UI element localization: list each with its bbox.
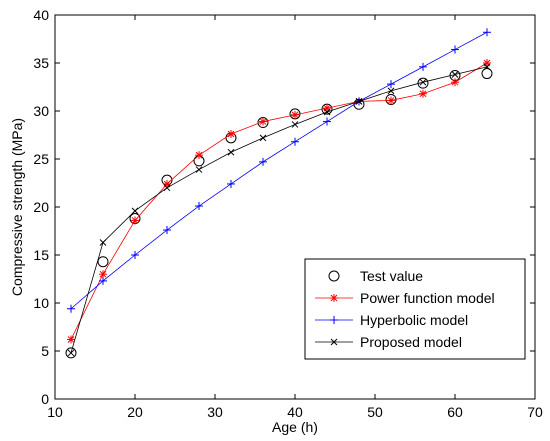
x-axis: 10 20 30 40 50 60 70 bbox=[47, 15, 543, 420]
legend-label: Proposed model bbox=[360, 334, 462, 350]
data-point bbox=[387, 96, 395, 105]
series-line bbox=[70, 66, 488, 354]
y-tick-label: 30 bbox=[33, 103, 49, 119]
data-point bbox=[65, 347, 77, 359]
series-hyperbolic-model bbox=[67, 28, 491, 313]
legend-item: Hyperbolic model bbox=[315, 312, 468, 328]
data-point bbox=[259, 117, 267, 126]
data-point bbox=[387, 80, 395, 89]
legend-item: Power function model bbox=[315, 290, 495, 306]
data-point bbox=[419, 78, 427, 86]
y-tick-label: 15 bbox=[33, 247, 49, 263]
legend-label: Hyperbolic model bbox=[360, 312, 468, 328]
data-point bbox=[67, 335, 75, 344]
data-point bbox=[323, 108, 331, 116]
data-point bbox=[419, 62, 427, 71]
data-point bbox=[97, 256, 109, 268]
data-point bbox=[227, 179, 235, 188]
data-point bbox=[163, 226, 171, 235]
data-point bbox=[259, 157, 267, 166]
data-point bbox=[291, 110, 299, 119]
x-tick-label: 30 bbox=[207, 404, 223, 420]
series-layer bbox=[65, 28, 493, 359]
data-point bbox=[323, 117, 331, 126]
y-tick-label: 0 bbox=[41, 391, 49, 407]
y-axis: 0 5 10 15 20 25 30 35 40 bbox=[33, 7, 535, 407]
data-point bbox=[195, 166, 203, 173]
data-point bbox=[99, 276, 107, 285]
data-point bbox=[67, 304, 75, 313]
y-axis-label: Compressive strength (MPa) bbox=[9, 118, 25, 296]
data-point bbox=[483, 63, 491, 71]
x-tick-label: 70 bbox=[527, 404, 543, 420]
x-axis-label: Age (h) bbox=[272, 419, 318, 435]
legend-marker bbox=[330, 338, 338, 346]
data-point bbox=[291, 137, 299, 146]
data-point bbox=[131, 207, 139, 215]
legend: Test value Power function model Hyperbolic… bbox=[304, 258, 526, 360]
data-point bbox=[195, 151, 203, 160]
data-point bbox=[195, 202, 203, 211]
legend-item: Test value bbox=[328, 268, 423, 284]
legend-marker bbox=[328, 270, 340, 282]
data-point bbox=[99, 270, 107, 279]
legend-item: Proposed model bbox=[315, 334, 462, 350]
data-point bbox=[227, 130, 235, 139]
data-point bbox=[131, 216, 139, 225]
data-point bbox=[419, 89, 427, 98]
x-tick-label: 20 bbox=[127, 404, 143, 420]
data-point bbox=[355, 98, 363, 105]
series-line bbox=[70, 31, 488, 310]
x-tick-label: 60 bbox=[447, 404, 463, 420]
data-point bbox=[227, 148, 235, 156]
data-point bbox=[257, 117, 269, 129]
data-point bbox=[259, 134, 267, 142]
data-point bbox=[163, 179, 171, 188]
data-point bbox=[451, 78, 459, 87]
y-tick-label: 35 bbox=[33, 55, 49, 71]
y-tick-label: 25 bbox=[33, 151, 49, 167]
legend-marker bbox=[330, 316, 338, 324]
x-tick-label: 10 bbox=[47, 404, 63, 420]
series-line bbox=[70, 62, 488, 340]
x-tick-label: 50 bbox=[367, 404, 383, 420]
legend-label: Power function model bbox=[360, 290, 495, 306]
data-point bbox=[291, 121, 299, 128]
data-point bbox=[451, 71, 459, 78]
data-point bbox=[451, 45, 459, 54]
data-point bbox=[387, 87, 395, 95]
data-point bbox=[163, 184, 171, 192]
y-tick-label: 40 bbox=[33, 7, 49, 23]
data-point bbox=[67, 349, 75, 357]
data-point bbox=[131, 251, 139, 259]
legend-marker bbox=[330, 294, 338, 302]
series-proposed-model bbox=[67, 63, 491, 357]
y-tick-label: 20 bbox=[33, 199, 49, 215]
data-point bbox=[483, 59, 491, 67]
data-point bbox=[483, 28, 491, 37]
y-tick-label: 10 bbox=[33, 295, 49, 311]
x-tick-label: 40 bbox=[287, 404, 303, 420]
data-point bbox=[481, 68, 493, 80]
legend-label: Test value bbox=[360, 268, 423, 284]
data-point bbox=[99, 239, 107, 246]
y-tick-label: 5 bbox=[41, 343, 49, 359]
